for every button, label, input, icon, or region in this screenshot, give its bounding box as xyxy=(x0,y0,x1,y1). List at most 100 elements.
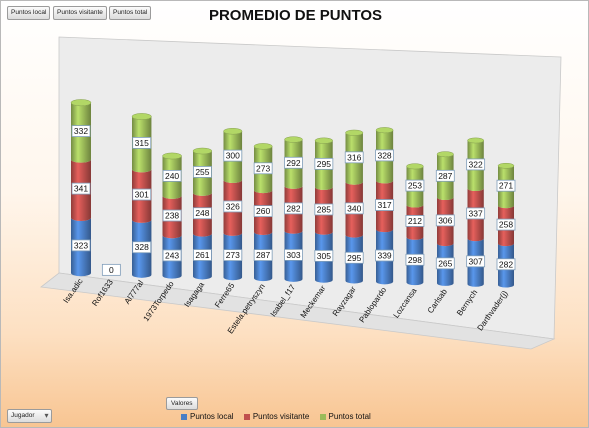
legend-item-total: Puntos total xyxy=(319,412,371,421)
legend-swatch-visitante xyxy=(243,413,250,420)
field-button-puntos-local[interactable]: Puntos local xyxy=(7,6,51,20)
data-label-text: 316 xyxy=(347,152,361,162)
data-label: 295 xyxy=(314,157,334,170)
data-label-text: 287 xyxy=(256,250,270,260)
data-label: 298 xyxy=(405,253,425,266)
bar-cap xyxy=(162,152,182,160)
legend-item-local: Puntos local xyxy=(181,412,234,421)
data-label-text: 305 xyxy=(317,251,331,261)
bar-cap xyxy=(314,137,333,144)
data-label-text: 332 xyxy=(74,126,88,136)
data-label: 282 xyxy=(496,258,516,271)
data-label-text: 273 xyxy=(226,250,240,260)
data-label: 322 xyxy=(466,158,486,171)
data-label: 305 xyxy=(314,249,334,262)
data-label: 326 xyxy=(223,200,243,213)
data-label-text: 339 xyxy=(377,250,391,260)
data-label-text: 287 xyxy=(438,171,452,181)
data-label: 258 xyxy=(496,218,516,231)
legend-label-visitante: Puntos visitante xyxy=(252,412,310,421)
data-label-text: 341 xyxy=(74,184,88,194)
data-label-text: 292 xyxy=(286,158,300,168)
data-label: 315 xyxy=(132,137,152,149)
data-label: 243 xyxy=(162,249,182,262)
data-label-text: 326 xyxy=(226,201,240,211)
chart-title: PROMEDIO DE PUNTOS xyxy=(208,7,383,24)
data-label-text: 303 xyxy=(286,250,300,260)
data-label-text: 306 xyxy=(438,215,452,225)
data-label: 332 xyxy=(71,125,91,137)
bar-cap xyxy=(253,143,273,150)
data-label: 212 xyxy=(405,215,425,227)
data-label: 273 xyxy=(223,249,243,262)
data-label: 282 xyxy=(284,202,303,215)
data-label: 300 xyxy=(223,149,243,162)
data-label: 285 xyxy=(314,203,334,216)
bar-cap xyxy=(406,163,424,170)
valores-field-button[interactable]: Valores xyxy=(166,397,198,410)
data-label-text: 248 xyxy=(195,208,209,218)
data-label-text: 295 xyxy=(317,159,331,169)
data-label-text: 255 xyxy=(195,167,209,177)
data-label-text: 265 xyxy=(438,258,452,268)
bar-cap xyxy=(223,128,243,135)
data-label: 255 xyxy=(193,166,212,178)
data-label: 292 xyxy=(284,156,303,169)
data-label: 253 xyxy=(405,179,425,192)
data-label-text: 282 xyxy=(286,203,300,213)
data-label-text: 328 xyxy=(377,150,391,160)
data-label-text: 212 xyxy=(408,216,422,226)
data-label-text: 340 xyxy=(347,203,361,213)
data-label-text: 307 xyxy=(469,256,483,266)
data-label: 265 xyxy=(435,257,455,270)
data-label: 260 xyxy=(253,205,273,218)
data-label: 287 xyxy=(253,249,273,261)
data-label-text: 243 xyxy=(165,250,179,260)
data-label-text: 295 xyxy=(347,253,361,263)
data-label: 273 xyxy=(253,162,273,175)
data-label: 339 xyxy=(375,249,394,262)
legend-swatch-total xyxy=(319,413,326,420)
legend-item-visitante: Puntos visitante xyxy=(243,412,310,421)
data-label-text: 282 xyxy=(499,259,513,269)
legend-label-local: Puntos local xyxy=(190,412,234,421)
legend-label-total: Puntos total xyxy=(328,412,371,421)
data-label: 271 xyxy=(496,179,516,192)
bar-cap xyxy=(131,113,152,120)
bar-cap xyxy=(192,147,213,155)
data-label: 341 xyxy=(71,182,91,195)
data-label: 295 xyxy=(344,251,364,264)
data-label: 0 xyxy=(101,263,121,276)
data-label-text: 298 xyxy=(408,255,422,265)
field-button-puntos-visitante[interactable]: Puntos visitante xyxy=(53,6,107,20)
data-label-text: 0 xyxy=(109,265,114,275)
data-label-text: 260 xyxy=(256,206,270,216)
data-label: 303 xyxy=(284,249,303,261)
data-label: 301 xyxy=(132,188,152,201)
data-label-text: 328 xyxy=(135,242,149,252)
data-label-text: 240 xyxy=(165,171,179,181)
bar-cap xyxy=(375,127,394,134)
data-label: 323 xyxy=(71,239,91,252)
jugador-filter-button[interactable]: Jugador ▾ xyxy=(7,409,52,423)
data-label: 340 xyxy=(344,202,364,215)
data-label: 306 xyxy=(435,214,455,227)
data-label-text: 315 xyxy=(135,138,149,148)
legend-swatch-local xyxy=(181,413,187,420)
data-label-text: 301 xyxy=(135,190,149,200)
data-label-text: 323 xyxy=(74,240,88,250)
data-label-text: 317 xyxy=(377,200,391,210)
data-label-text: 337 xyxy=(469,208,483,218)
bar-cap xyxy=(345,129,364,136)
data-label-text: 271 xyxy=(499,181,513,191)
jugador-label: Jugador xyxy=(11,412,35,419)
data-label-text: 300 xyxy=(226,151,240,161)
data-label-text: 322 xyxy=(469,159,483,169)
floor xyxy=(39,272,556,350)
field-button-puntos-total[interactable]: Puntos total xyxy=(109,6,152,20)
bar-cap xyxy=(467,137,485,144)
data-label: 248 xyxy=(193,207,212,220)
data-label-text: 253 xyxy=(408,181,422,191)
